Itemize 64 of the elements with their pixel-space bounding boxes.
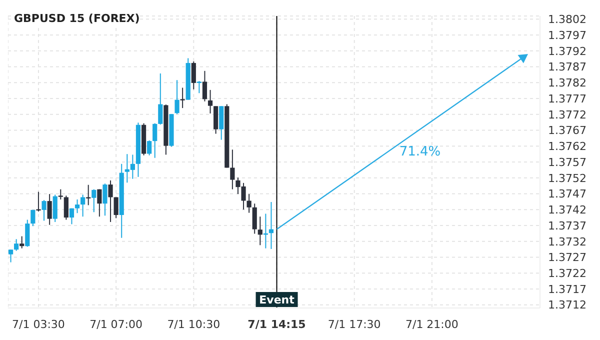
candlestick xyxy=(246,194,252,214)
x-tick-label: 7/1 07:00 xyxy=(90,318,143,331)
y-tick-label: 1.3777 xyxy=(548,92,586,106)
candlestick xyxy=(64,195,68,220)
y-tick-label: 1.3767 xyxy=(548,124,586,138)
candlestick xyxy=(30,209,36,227)
candlestick xyxy=(196,80,202,94)
candlestick xyxy=(152,122,158,158)
x-tick-label: 7/1 17:30 xyxy=(328,318,381,331)
y-tick-label: 1.3802 xyxy=(548,13,586,26)
candlestick xyxy=(258,216,262,246)
x-tick-label: 7/1 14:15 xyxy=(248,318,306,331)
y-tick-label: 1.3787 xyxy=(548,60,586,74)
y-tick-label: 1.3722 xyxy=(548,266,586,280)
candlestick xyxy=(74,198,80,214)
candlestick xyxy=(58,188,63,200)
y-tick-label: 1.3737 xyxy=(548,219,586,232)
candlestick xyxy=(230,149,235,190)
candlestick xyxy=(80,194,86,218)
y-tick-label: 1.3762 xyxy=(548,140,586,154)
y-tick-label: 1.3717 xyxy=(548,282,586,296)
candlestick xyxy=(252,203,257,234)
x-tick-label: 7/1 10:30 xyxy=(167,318,220,331)
y-tick-label: 1.3712 xyxy=(548,298,586,312)
y-tick-label: 1.3797 xyxy=(548,28,586,42)
candlestick xyxy=(214,106,218,134)
candlestick xyxy=(202,70,208,102)
candlestick xyxy=(158,72,163,126)
candlestick xyxy=(208,89,213,114)
y-tick-label: 1.3792 xyxy=(548,44,586,58)
candlestick xyxy=(180,87,185,109)
y-tick-label: 1.3742 xyxy=(548,204,586,217)
chart-title: GBPUSD 15 (FOREX) xyxy=(14,12,140,25)
candlestick xyxy=(86,184,91,206)
y-tick-label: 1.3757 xyxy=(548,156,586,169)
y-tick-label: 1.3782 xyxy=(548,76,586,90)
candlestick xyxy=(69,208,74,225)
candlestick xyxy=(174,80,180,115)
y-tick-label: 1.3732 xyxy=(548,235,586,248)
candlestick xyxy=(20,236,24,249)
x-tick-label: 7/1 03:30 xyxy=(12,318,65,331)
candlestick xyxy=(47,194,52,226)
candlestick xyxy=(8,249,14,263)
candlestick xyxy=(25,219,30,248)
candlestick xyxy=(108,180,113,222)
ref-line-label: Event xyxy=(259,294,294,306)
y-tick-label: 1.3727 xyxy=(548,251,586,264)
y-tick-label: 1.3747 xyxy=(548,188,586,201)
candlestick xyxy=(97,188,102,218)
candlestick xyxy=(52,194,58,222)
annotation: 71.4% xyxy=(399,144,441,160)
candlestick xyxy=(219,106,224,140)
candlestick xyxy=(147,140,152,156)
candlestick xyxy=(36,191,41,212)
candlestick xyxy=(92,188,96,213)
candlestick xyxy=(268,201,274,250)
x-tick-label: 7/1 21:00 xyxy=(405,318,458,331)
candlestick xyxy=(42,200,46,222)
candlestick xyxy=(114,196,118,219)
y-tick-label: 1.3752 xyxy=(548,172,586,185)
candlestick xyxy=(102,183,108,216)
candlestick xyxy=(191,60,196,90)
y-tick-label: 1.3772 xyxy=(548,108,586,122)
candlestick xyxy=(14,238,19,252)
